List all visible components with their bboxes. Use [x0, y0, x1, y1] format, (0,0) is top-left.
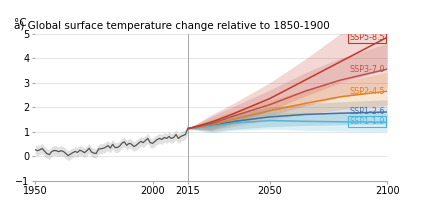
Text: SSP5-8.5: SSP5-8.5	[349, 33, 385, 42]
Text: SSP1-2.6: SSP1-2.6	[349, 108, 385, 117]
Text: °C: °C	[14, 18, 27, 28]
Text: SSP3-7.0: SSP3-7.0	[349, 65, 385, 74]
Text: SSP2-4.5: SSP2-4.5	[349, 87, 385, 96]
Text: a) Global surface temperature change relative to 1850-1900: a) Global surface temperature change rel…	[14, 21, 330, 32]
Text: SSP1-1.9: SSP1-1.9	[349, 117, 385, 126]
